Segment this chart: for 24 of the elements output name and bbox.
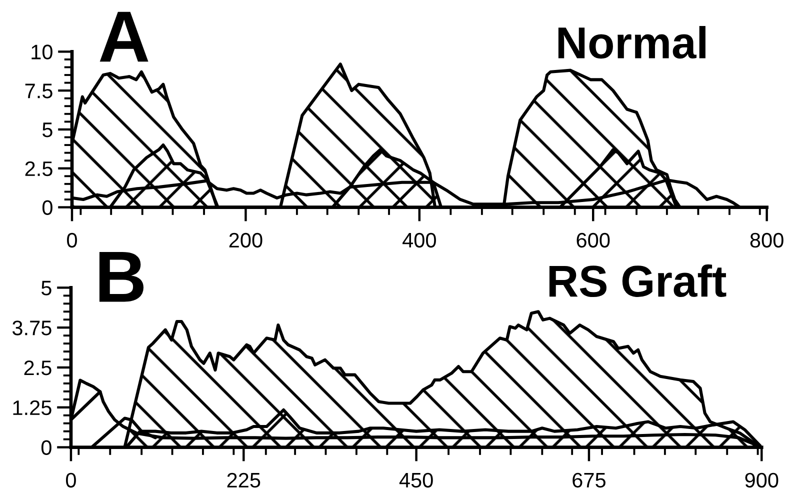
y-tick-label: 3.75 [12,320,52,336]
x-tick-label: 450 [399,472,433,488]
y-tick-label: 7.5 [25,84,52,98]
x-tick-label: 600 [576,232,610,248]
y-tick-label: 2.5 [24,360,52,376]
y-tick-label: 10 [32,44,52,60]
annotation: B [99,252,144,302]
x-tick-label: 0 [67,232,77,248]
x-tick-label: 400 [402,232,436,248]
y-tick-label: 1.25 [13,400,52,416]
y-tick-label: 5 [41,280,52,296]
x-tick-label: 0 [66,472,76,488]
y-tick-label: 2.5 [25,161,52,176]
x-tick-label: 800 [750,232,784,248]
chart-title: Normal [558,26,706,59]
chart-title: RS Graft [549,264,726,298]
x-tick-label: 900 [745,472,778,488]
y-tick-label: 0 [42,200,52,216]
y-tick-label: 0 [41,440,52,456]
y-tick-label: 5 [42,122,52,138]
x-tick-label: 200 [229,232,262,248]
annotation: A [100,12,148,62]
x-tick-label: 225 [227,472,260,488]
x-tick-label: 675 [572,472,606,488]
